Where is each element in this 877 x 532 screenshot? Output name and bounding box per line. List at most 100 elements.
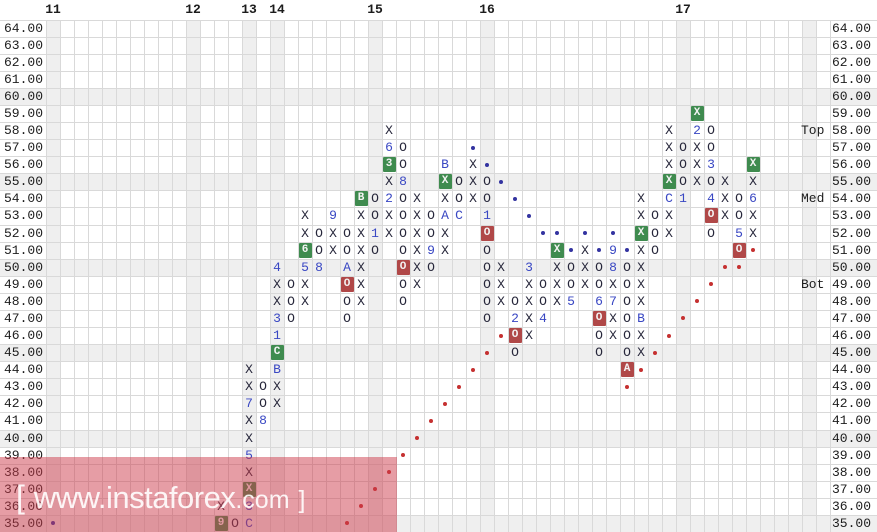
pnf-cell: X [441, 191, 449, 207]
pnf-cell: 8 [609, 259, 617, 275]
pnf-cell: X [385, 174, 393, 190]
pnf-cell: O [399, 140, 407, 156]
pnf-cell: X [301, 208, 309, 224]
pnf-cell: O [259, 379, 267, 395]
price-label-right: 42.00 [832, 396, 872, 412]
trend-dot-blue [471, 145, 475, 150]
pnf-cell: X [581, 259, 589, 275]
zone-label-med: Med [801, 191, 825, 207]
pnf-cell: X [413, 259, 421, 275]
pnf-boxed-cell: O [396, 259, 410, 275]
pnf-cell: O [399, 208, 407, 224]
trend-dot-blue [555, 231, 559, 236]
pnf-cell: X [553, 259, 561, 275]
pnf-cell: 4 [707, 191, 715, 207]
trend-dot-red [723, 265, 727, 270]
pnf-cell: X [525, 310, 533, 326]
price-label-left: 52.00 [3, 225, 43, 241]
pnf-cell: O [483, 242, 491, 258]
pnf-cell: O [427, 225, 435, 241]
pnf-cell: O [567, 276, 575, 292]
pnf-boxed-cell: X [438, 174, 452, 190]
pnf-cell: 2 [385, 191, 393, 207]
pnf-cell: X [273, 293, 281, 309]
price-label-right: 38.00 [832, 464, 872, 480]
pnf-cell: O [287, 293, 295, 309]
grid-vline [354, 19, 355, 532]
pnf-boxed-cell: O [732, 242, 746, 258]
grid-vline [676, 19, 677, 532]
pnf-cell: O [483, 259, 491, 275]
pnf-cell: O [595, 345, 603, 361]
pnf-cell: X [357, 293, 365, 309]
grid-vline [256, 19, 257, 532]
grid-vline [648, 19, 649, 532]
pnf-cell: 1 [679, 191, 687, 207]
month-axis-label: 16 [479, 2, 495, 17]
price-label-left: 47.00 [3, 310, 43, 326]
pnf-cell: O [623, 293, 631, 309]
pnf-cell: X [749, 208, 757, 224]
price-label-left: 62.00 [3, 54, 43, 70]
pnf-cell: O [623, 345, 631, 361]
pnf-cell: O [483, 191, 491, 207]
trend-dot-red [499, 333, 503, 338]
grid-vline [564, 19, 565, 532]
grid-vline [480, 19, 481, 532]
pnf-cell: O [315, 242, 323, 258]
pnf-cell: O [427, 208, 435, 224]
pnf-cell: O [651, 242, 659, 258]
trend-dot-red [471, 367, 475, 372]
grid-vline [158, 19, 159, 532]
pnf-cell: O [371, 208, 379, 224]
pnf-cell: O [427, 259, 435, 275]
pnf-cell: 5 [301, 259, 309, 275]
grid-vline [200, 19, 201, 532]
pnf-cell: 4 [273, 259, 281, 275]
pnf-cell: 1 [371, 225, 379, 241]
price-label-left: 59.00 [3, 105, 43, 121]
pnf-boxed-cell: C [270, 345, 284, 361]
pnf-cell: 4 [539, 310, 547, 326]
price-label-left: 60.00 [3, 88, 43, 104]
pnf-cell: C [665, 191, 673, 207]
pnf-cell: X [609, 328, 617, 343]
pnf-cell: X [637, 259, 645, 275]
pnf-cell: X [441, 225, 449, 241]
pnf-cell: O [707, 225, 715, 241]
price-label-right: 48.00 [832, 293, 872, 309]
pnf-cell: X [525, 328, 533, 343]
pnf-cell: 5 [567, 293, 575, 309]
pnf-cell: O [679, 140, 687, 156]
trend-dot-red [625, 384, 629, 389]
month-axis-label: 17 [675, 2, 691, 17]
pnf-cell: X [721, 208, 729, 224]
grid-vline [102, 19, 103, 532]
pnf-cell: O [539, 293, 547, 309]
pnf-cell: X [357, 225, 365, 241]
grid-vline [508, 19, 509, 532]
grid-vline [718, 19, 719, 532]
grid-vline [662, 19, 663, 532]
price-label-left: 40.00 [3, 430, 43, 446]
price-label-left: 63.00 [3, 37, 43, 53]
price-label-left: 49.00 [3, 276, 43, 292]
pnf-cell: X [721, 191, 729, 207]
grid-vline [774, 19, 775, 532]
pnf-cell: O [539, 276, 547, 292]
grid-vline [130, 19, 131, 532]
pnf-cell: X [245, 379, 253, 395]
pnf-cell: 1 [273, 328, 281, 343]
pnf-cell: X [525, 276, 533, 292]
pnf-cell: O [399, 157, 407, 173]
trend-dot-red [667, 333, 671, 338]
pnf-cell: O [343, 242, 351, 258]
price-label-right: 46.00 [832, 328, 872, 343]
pnf-boxed-cell: X [746, 157, 760, 173]
price-label-left: 46.00 [3, 328, 43, 343]
pnf-cell: X [665, 123, 673, 138]
grid-vline [242, 19, 243, 532]
pnf-cell: O [707, 140, 715, 156]
pnf-cell: 9 [329, 208, 337, 224]
grid-vline [452, 19, 453, 532]
